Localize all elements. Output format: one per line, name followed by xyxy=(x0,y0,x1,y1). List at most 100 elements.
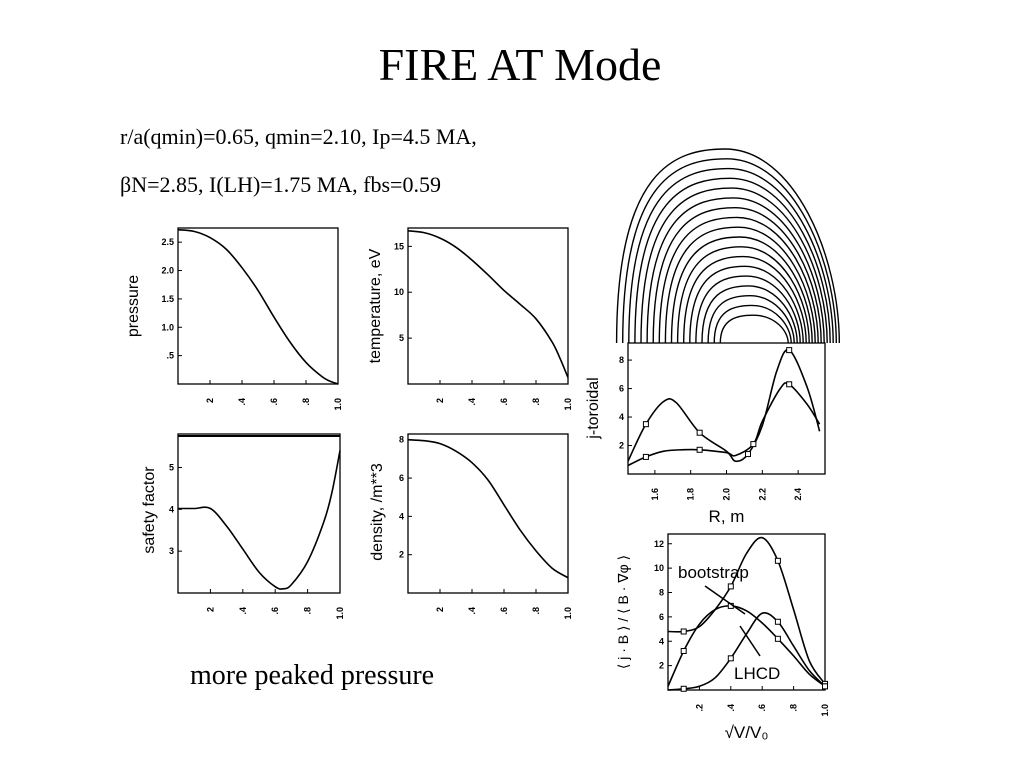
pressure-xtick-label: 1.0 xyxy=(333,398,343,411)
safety-frame xyxy=(177,433,341,594)
jtor-xtick-label: 2.4 xyxy=(793,488,803,501)
safety-ytick-label: 5 xyxy=(169,462,174,472)
curr-point xyxy=(774,618,781,625)
density-ylabel: density, /m**3 xyxy=(369,463,386,561)
temperature-frame xyxy=(407,227,569,385)
temperature-xtick-label: .4 xyxy=(467,398,477,406)
jtor-point xyxy=(642,453,649,460)
flux-surface xyxy=(664,226,816,344)
flux-surface xyxy=(707,294,795,344)
pressure-xtick-label: .6 xyxy=(269,398,279,406)
chart-current-profiles: .2 .4 .6 .8 1.0 2 4 6 8 10 12 ⟨ j · B ⟩ / ⟨ B · ∇φ … xyxy=(615,533,830,742)
flux-surface xyxy=(658,216,819,344)
pressure-series-1 xyxy=(177,228,339,385)
flux-surface xyxy=(701,285,798,344)
curr-point xyxy=(727,583,734,590)
pressure-ytick-label: 1.5 xyxy=(161,294,174,304)
temperature-series-1 xyxy=(407,230,569,378)
safety-xtick-label: .6 xyxy=(270,607,280,615)
curr-ytick-label: 2 xyxy=(659,661,664,671)
curr-ytick-label: 6 xyxy=(659,612,664,622)
jtor-point xyxy=(750,441,757,448)
pressure-ytick-label: 1.0 xyxy=(161,322,174,332)
flux-surface xyxy=(640,187,828,344)
safety-xtick-label: 2 xyxy=(205,607,215,612)
temperature-xtick-label: 2 xyxy=(435,398,445,403)
jtor-xtick-label: 1.6 xyxy=(650,488,660,501)
jtor-ytick-label: 4 xyxy=(619,412,624,422)
jtor-point xyxy=(744,451,751,458)
flux-surfaces-diagram xyxy=(615,148,840,344)
jtor-xlabel: R, m xyxy=(709,507,745,526)
curr-ylabel: ⟨ j · B ⟩ / ⟨ B · ∇φ ⟩ xyxy=(615,555,631,669)
curr-point xyxy=(680,648,687,654)
annotation-lhcd: LHCD xyxy=(734,664,780,683)
density-xtick-label: .6 xyxy=(499,607,509,615)
density-series-1 xyxy=(407,438,569,579)
pressure-xtick-label: .4 xyxy=(237,398,247,406)
safety-xtick-label: .8 xyxy=(303,607,313,615)
curr-point xyxy=(680,685,687,692)
safety-ytick-label: 3 xyxy=(169,546,174,556)
annotation-bootstrap: bootstrap xyxy=(678,563,749,582)
safety-xtick-label: 1.0 xyxy=(335,607,345,620)
slide-title: FIRE AT Mode xyxy=(378,39,662,90)
curr-ytick-label: 12 xyxy=(654,539,664,549)
jtor-ytick-label: 2 xyxy=(619,441,624,451)
pressure-ytick-label: 2.0 xyxy=(161,266,174,276)
curr-ytick-label: 8 xyxy=(659,588,664,598)
chart-safety-factor: 2 .4 .6 .8 1.0 3 4 5 safety factor xyxy=(141,433,345,620)
curr-series-1 xyxy=(667,536,826,685)
jtor-point xyxy=(696,429,703,436)
safety-xtick-label: .4 xyxy=(238,607,248,615)
jtor-series-1 xyxy=(627,348,821,463)
density-xtick-label: 1.0 xyxy=(563,607,573,620)
curr-point xyxy=(727,655,734,662)
pressure-ytick-label: 2.5 xyxy=(161,237,174,247)
density-frame xyxy=(407,433,569,594)
pressure-ytick-label: .5 xyxy=(166,351,174,361)
chart-j-toroidal: 1.6 1.8 2.0 2.2 2.4 2 4 6 8 j-toroidal R, m xyxy=(585,342,826,526)
caption: more peaked pressure xyxy=(190,660,435,691)
pressure-xtick-label: 2 xyxy=(205,398,215,403)
flux-surface xyxy=(695,275,801,344)
flux-surface xyxy=(646,197,825,344)
jtor-point xyxy=(786,347,793,354)
curr-point xyxy=(680,628,687,635)
temperature-xtick-label: .8 xyxy=(531,398,541,406)
density-xtick-label: 2 xyxy=(435,607,445,612)
curr-xtick-label: 1.0 xyxy=(820,704,830,717)
chart-density: 2 .4 .6 .8 1.0 2 4 6 8 density, /m**3 xyxy=(369,433,573,620)
flux-surface xyxy=(676,246,810,344)
curr-frame xyxy=(667,533,826,691)
curr-ytick-label: 10 xyxy=(654,563,664,573)
curr-xtick-label: .8 xyxy=(789,704,799,712)
annotation-bootstrap-arrow xyxy=(704,585,746,615)
chart-temperature: 2 .4 .6 .8 1.0 5 10 15 temperature, eV xyxy=(367,227,573,411)
jtor-point xyxy=(642,421,649,428)
curr-xtick-label: .2 xyxy=(694,704,704,712)
jtor-xtick-label: 2.0 xyxy=(722,488,732,501)
curr-xlabel: √V/V₀ xyxy=(725,723,769,742)
jtor-ytick-label: 6 xyxy=(619,384,624,394)
curr-series-3 xyxy=(667,611,826,691)
curr-xtick-label: .4 xyxy=(726,704,736,712)
density-xtick-label: .4 xyxy=(467,607,477,615)
curr-ytick-label: 4 xyxy=(659,636,664,646)
flux-surface xyxy=(689,265,804,344)
density-ytick-label: 8 xyxy=(399,435,404,445)
jtor-series-2 xyxy=(627,382,821,467)
curr-point xyxy=(774,635,781,642)
jtor-point xyxy=(786,381,793,388)
safety-series-1 xyxy=(177,450,341,590)
flux-surface xyxy=(713,304,792,344)
params-line-2: βN=2.85, I(LH)=1.75 MA, fbs=0.59 xyxy=(120,172,441,197)
safety-ylabel: safety factor xyxy=(141,466,158,554)
params-line-1: r/a(qmin)=0.65, qmin=2.10, Ip=4.5 MA, xyxy=(120,124,477,149)
jtor-xtick-label: 1.8 xyxy=(686,488,696,501)
jtor-ytick-label: 8 xyxy=(619,355,624,365)
flux-surface xyxy=(683,255,807,344)
temperature-xtick-label: .6 xyxy=(499,398,509,406)
pressure-xtick-label: .8 xyxy=(301,398,311,406)
